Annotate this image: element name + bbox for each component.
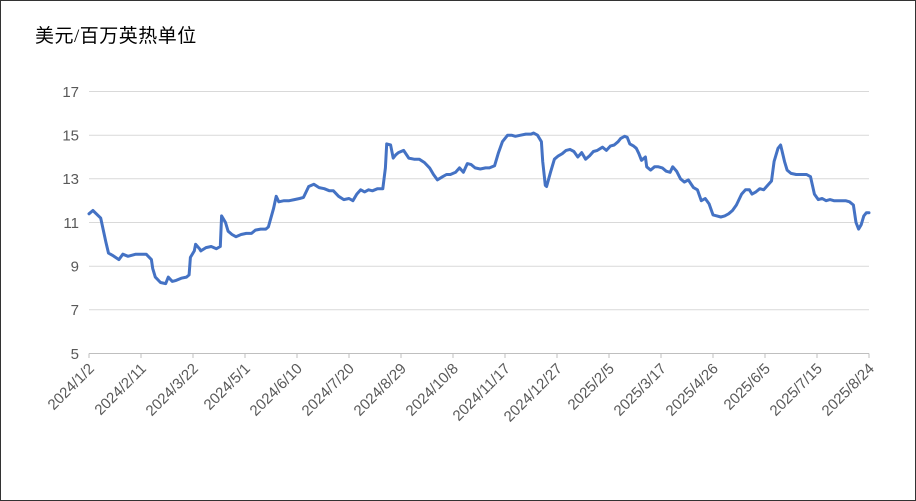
price-line [87, 131, 871, 286]
chart-title: 美元/百万英热单位 [35, 26, 197, 47]
y-tick-label: 5 [71, 346, 79, 363]
gridlines [89, 91, 869, 311]
x-tick-label: 2024/8/29 [351, 360, 410, 419]
y-tick-label: 9 [71, 258, 79, 275]
y-axis-labels: 5 7 9 11 13 15 17 [62, 84, 79, 363]
x-tick-label: 2025/2/5 [565, 360, 618, 413]
x-axis [88, 353, 870, 358]
x-tick-label: 2024/6/10 [247, 360, 306, 419]
x-tick-label: 2024/2/11 [91, 360, 149, 418]
price-line-series [87, 131, 871, 286]
x-tick-label: 2024/7/20 [299, 360, 358, 419]
y-tick-label: 7 [71, 302, 79, 319]
x-tick-label: 2025/7/15 [767, 360, 826, 419]
x-tick-label: 2024/1/2 [45, 360, 98, 413]
y-tick-label: 13 [62, 171, 79, 188]
x-tick-label: 2024/5/1 [201, 360, 254, 413]
y-tick-label: 17 [62, 84, 79, 101]
y-tick-label: 11 [63, 215, 79, 232]
x-tick-label: 2025/8/24 [819, 360, 878, 419]
x-tick-label: 2025/4/26 [663, 360, 722, 419]
x-tick-label: 2025/6/5 [721, 360, 774, 413]
x-tick-label: 2024/3/22 [143, 360, 202, 419]
x-tick-label: 2025/3/17 [611, 360, 670, 419]
y-tick-label: 15 [62, 127, 79, 144]
x-axis-labels: 2024/1/22024/2/112024/3/222024/5/12024/6… [45, 360, 878, 425]
